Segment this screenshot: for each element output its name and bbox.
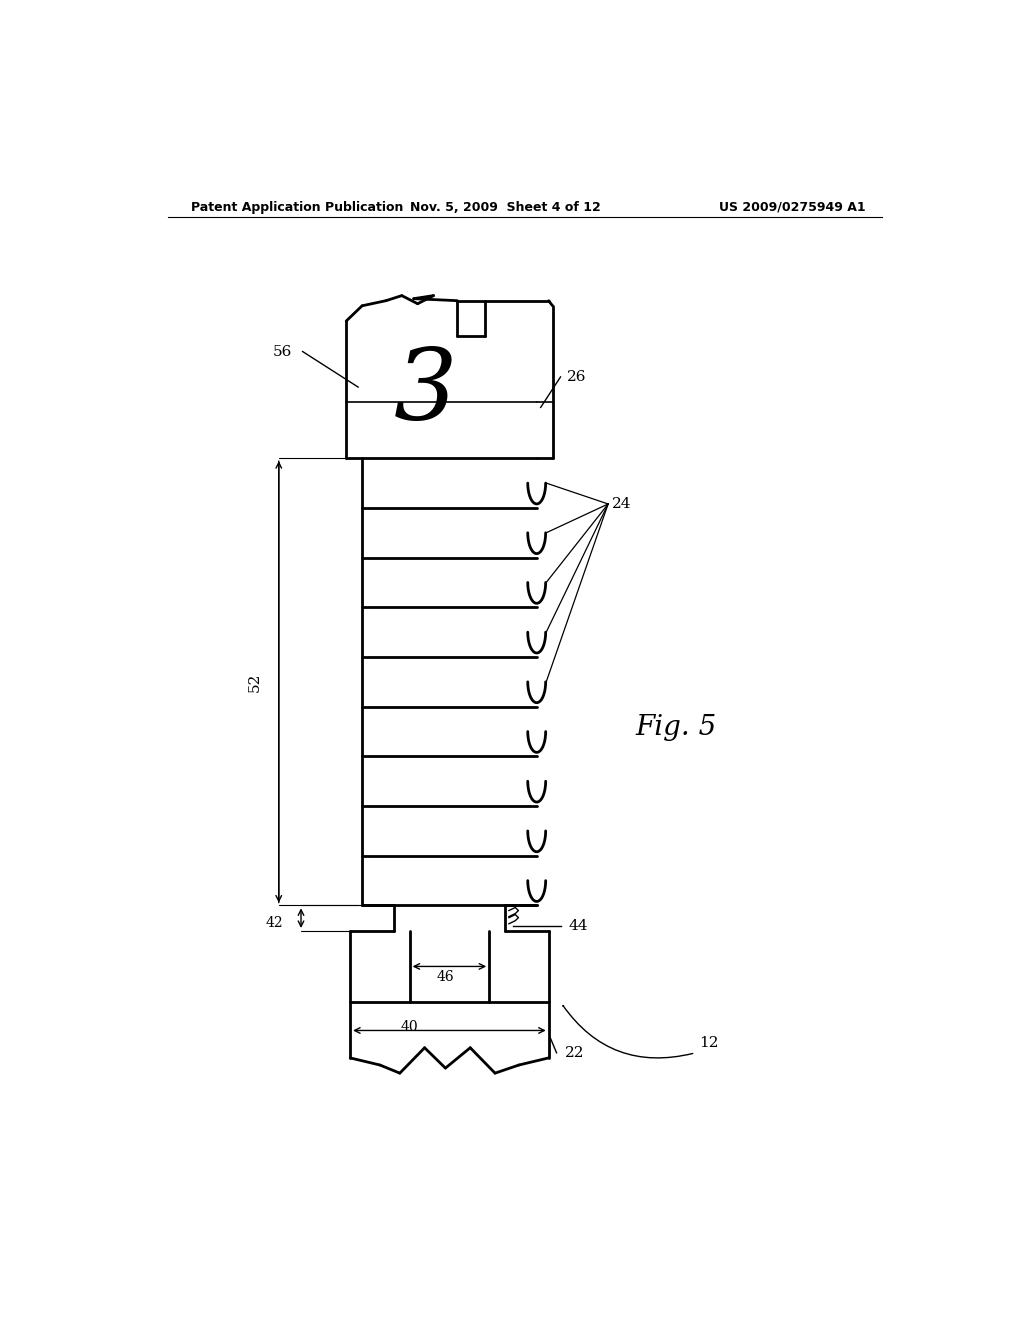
Text: 42: 42: [266, 916, 284, 929]
Text: 40: 40: [401, 1020, 419, 1035]
Text: Fig. 5: Fig. 5: [635, 714, 716, 741]
Text: 12: 12: [699, 1036, 719, 1049]
Text: 26: 26: [566, 370, 586, 384]
Text: 52: 52: [248, 672, 262, 692]
Text: 22: 22: [564, 1045, 584, 1060]
Text: 3: 3: [394, 346, 458, 441]
Text: 44: 44: [568, 919, 588, 933]
Text: US 2009/0275949 A1: US 2009/0275949 A1: [720, 201, 866, 214]
Text: Nov. 5, 2009  Sheet 4 of 12: Nov. 5, 2009 Sheet 4 of 12: [410, 201, 600, 214]
Text: 46: 46: [436, 970, 455, 983]
Text: 56: 56: [273, 345, 293, 359]
Text: 24: 24: [612, 496, 632, 511]
FancyArrowPatch shape: [563, 1006, 692, 1057]
Text: Patent Application Publication: Patent Application Publication: [191, 201, 403, 214]
